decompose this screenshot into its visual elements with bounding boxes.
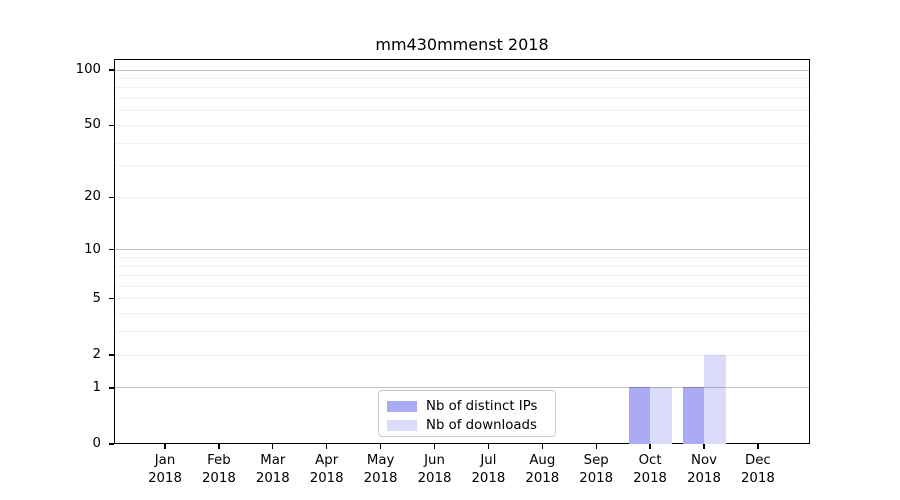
y-axis-tick [109,298,114,300]
gridline-minor [115,98,809,100]
x-tick-label: Feb 2018 [201,453,236,486]
gridline-major [115,69,809,71]
y-tick-label: 50 [84,117,101,133]
legend-swatch-distinct-ips [387,400,417,412]
x-tick-label: Jul 2018 [471,453,506,486]
x-tick-label: Mar 2018 [255,453,290,486]
x-axis-tick [326,444,328,449]
x-tick-label: Apr 2018 [309,453,344,486]
x-tick-label: May 2018 [363,453,398,486]
gridline-major [115,387,809,389]
bar-downloads-nov [704,354,726,444]
x-axis-tick [164,444,166,449]
x-axis-tick [757,444,759,449]
x-tick-label: Jun 2018 [417,453,452,486]
bar-distinct-ips-nov [682,387,705,444]
x-axis-tick [487,444,490,449]
gridline-minor [115,142,809,144]
y-tick-label: 5 [92,290,101,306]
y-tick-label: 10 [84,241,101,257]
y-axis-tick [109,124,114,127]
gridline-minor [115,298,809,300]
x-axis-tick [433,444,436,449]
legend-label-distinct-ips: Nb of distinct IPs [426,398,538,414]
x-tick-label: Oct 2018 [633,453,668,486]
x-axis-tick [272,444,274,449]
y-tick-label: 0 [92,436,101,451]
y-tick-label: 20 [84,189,101,205]
x-tick-label: Dec 2018 [740,453,775,486]
gridline-minor [115,354,809,356]
legend-label-downloads: Nb of downloads [426,417,537,433]
y-axis-tick [109,196,114,198]
x-axis-tick [218,444,220,449]
gridline-minor [115,313,809,315]
bar-distinct-ips-oct [628,387,651,444]
y-axis-tick [109,69,114,71]
y-tick-label: 1 [92,379,101,395]
bar-downloads-oct [650,387,672,444]
gridline-minor [115,275,809,277]
y-axis-tick [109,248,114,251]
x-axis-tick [541,444,543,449]
gridline-minor [115,78,809,80]
y-tick-label: 2 [92,346,101,362]
gridline-minor [115,196,809,198]
x-axis-tick [595,444,597,449]
legend-item-downloads: Nb of downloads [387,416,547,434]
x-tick-label: Aug 2018 [525,453,560,486]
x-axis-tick [703,444,705,449]
y-axis-tick [109,354,114,356]
gridline-minor [115,87,809,89]
gridline-minor [115,285,809,287]
gridline-minor [115,110,809,112]
x-axis-tick [379,444,382,449]
gridline-minor [115,265,809,267]
y-axis-tick [109,387,114,389]
legend: Nb of distinct IPs Nb of downloads [378,390,556,437]
x-tick-label: Jan 2018 [148,453,182,486]
legend-swatch-downloads [387,419,417,431]
y-tick-label: 100 [75,62,101,77]
y-axis-tick [109,443,114,445]
gridline-minor [115,165,809,167]
x-axis-tick [649,444,651,449]
gridline-minor [115,331,809,333]
gridline-minor [115,257,809,258]
chart-title: mm430mmenst 2018 [375,35,549,54]
x-tick-label: Nov 2018 [687,453,721,486]
legend-item-distinct-ips: Nb of distinct IPs [387,397,547,415]
gridline-major [115,249,809,251]
x-tick-label: Sep 2018 [579,453,614,486]
plot-area [114,59,810,444]
gridline-minor [115,124,809,126]
